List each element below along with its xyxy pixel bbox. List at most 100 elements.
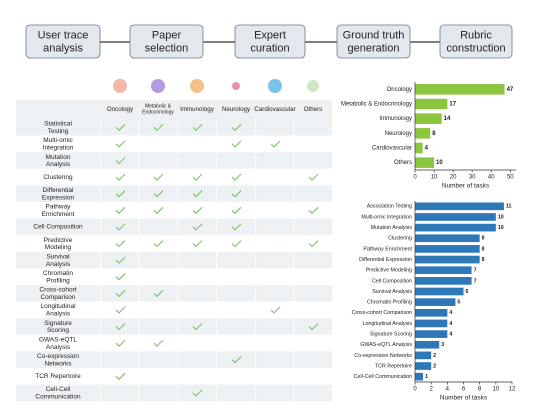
x-tick-label: 30 <box>469 175 476 181</box>
check <box>308 240 319 248</box>
column-header: Immunology <box>180 106 215 113</box>
bar <box>415 128 431 139</box>
row-bg <box>16 119 332 136</box>
x-tick-label: 50 <box>507 175 514 181</box>
bar <box>415 298 456 306</box>
check <box>192 389 203 397</box>
bar <box>415 245 480 253</box>
data-label: 1 <box>425 374 428 380</box>
data-label: 17 <box>449 102 456 108</box>
check <box>192 206 203 215</box>
check <box>153 173 164 181</box>
row-bg <box>16 185 332 202</box>
check <box>153 206 164 215</box>
row-bg <box>16 168 332 186</box>
data-label: 4 <box>449 331 452 337</box>
check <box>231 240 242 248</box>
icon <box>268 79 282 93</box>
data-label: 11 <box>506 204 512 210</box>
bar <box>415 287 464 296</box>
row-bg <box>16 351 332 368</box>
row-bg <box>16 268 332 285</box>
y-tick-label: Chromatin Profiling <box>367 300 412 306</box>
check <box>308 206 319 215</box>
x-tick-label: 0 <box>413 387 417 393</box>
check <box>192 173 203 181</box>
pipeline-step-label: Ground truth generation <box>343 30 405 55</box>
x-tick-label: 20 <box>450 175 457 181</box>
data-label: 47 <box>507 87 514 93</box>
bar <box>415 213 496 221</box>
check <box>115 190 126 198</box>
check <box>231 123 242 132</box>
check <box>270 306 281 314</box>
y-tick-label: Cell-Cell Communication <box>354 374 412 380</box>
data-label: 4 <box>425 146 429 152</box>
row-bg <box>16 135 332 153</box>
y-tick-label: Clustering <box>388 236 412 242</box>
column-header: Others <box>304 106 323 113</box>
check <box>115 140 126 148</box>
x-tick-label: 6 <box>462 387 466 393</box>
y-tick-label: Multi-omic Integration <box>361 214 412 220</box>
check <box>192 223 203 231</box>
data-label: 4 <box>449 321 452 327</box>
bar <box>415 308 448 317</box>
check <box>115 339 126 347</box>
y-tick-label: Neurology <box>385 131 412 137</box>
y-tick-label: Oncology <box>387 87 412 93</box>
data-label: 8 <box>482 236 485 242</box>
check <box>231 140 242 148</box>
pipeline-step <box>439 24 513 59</box>
check <box>231 173 242 181</box>
data-label: 5 <box>457 300 460 306</box>
y-tick-label: Cross-cohort Comparison <box>352 310 412 316</box>
bar <box>415 98 448 110</box>
y-tick-label: Pathway Enrichment <box>363 246 412 252</box>
y-tick-label: Survival Analysis <box>372 289 412 295</box>
row-label: Multi-omic Integration <box>43 137 74 151</box>
check <box>231 356 242 364</box>
icon <box>113 79 127 93</box>
bar <box>415 362 432 370</box>
data-label: 4 <box>449 310 452 316</box>
row-label: Pathway Enrichment <box>42 203 75 217</box>
bar <box>415 202 504 211</box>
pipeline-step-label: Expert curation <box>250 30 289 55</box>
check <box>153 339 164 347</box>
x-tick-label: 8 <box>478 387 482 393</box>
y-tick-label: Others <box>394 160 412 166</box>
pipeline-step-label: Paper selection <box>145 30 188 55</box>
icon <box>307 80 319 92</box>
bar <box>415 351 432 360</box>
check <box>115 289 126 298</box>
data-label: 3 <box>441 342 444 348</box>
row-label: Statistical Testing <box>44 120 72 134</box>
row-bg <box>16 301 332 319</box>
column-header: Oncology <box>107 106 134 113</box>
icon <box>232 82 240 90</box>
table-header-bg <box>16 100 332 119</box>
bar <box>415 330 448 338</box>
row-label: Co-expression Networks <box>37 353 79 367</box>
y-tick-label: Differential Expression <box>359 257 412 263</box>
row-bg <box>16 202 332 219</box>
bar <box>415 340 440 349</box>
column-header: Neurology <box>222 106 251 113</box>
check <box>231 190 242 198</box>
check <box>115 256 126 264</box>
check <box>308 323 319 331</box>
pipeline-step <box>336 24 411 59</box>
x-tick-label: 10 <box>431 175 438 181</box>
y-tick-label: Metabolic & Endocrinology <box>341 102 412 108</box>
check <box>115 306 126 314</box>
data-label: 8 <box>482 246 485 252</box>
data-label: 10 <box>498 214 504 220</box>
row-label: Predictive Modeling <box>44 236 73 250</box>
row-bg <box>16 384 332 402</box>
check <box>153 190 164 198</box>
data-label: 2 <box>433 363 436 369</box>
row-label: Longitudinal Analysis <box>40 303 76 317</box>
column-header: Metabolic & Endocrinology <box>142 104 174 116</box>
row-bg <box>16 318 332 335</box>
